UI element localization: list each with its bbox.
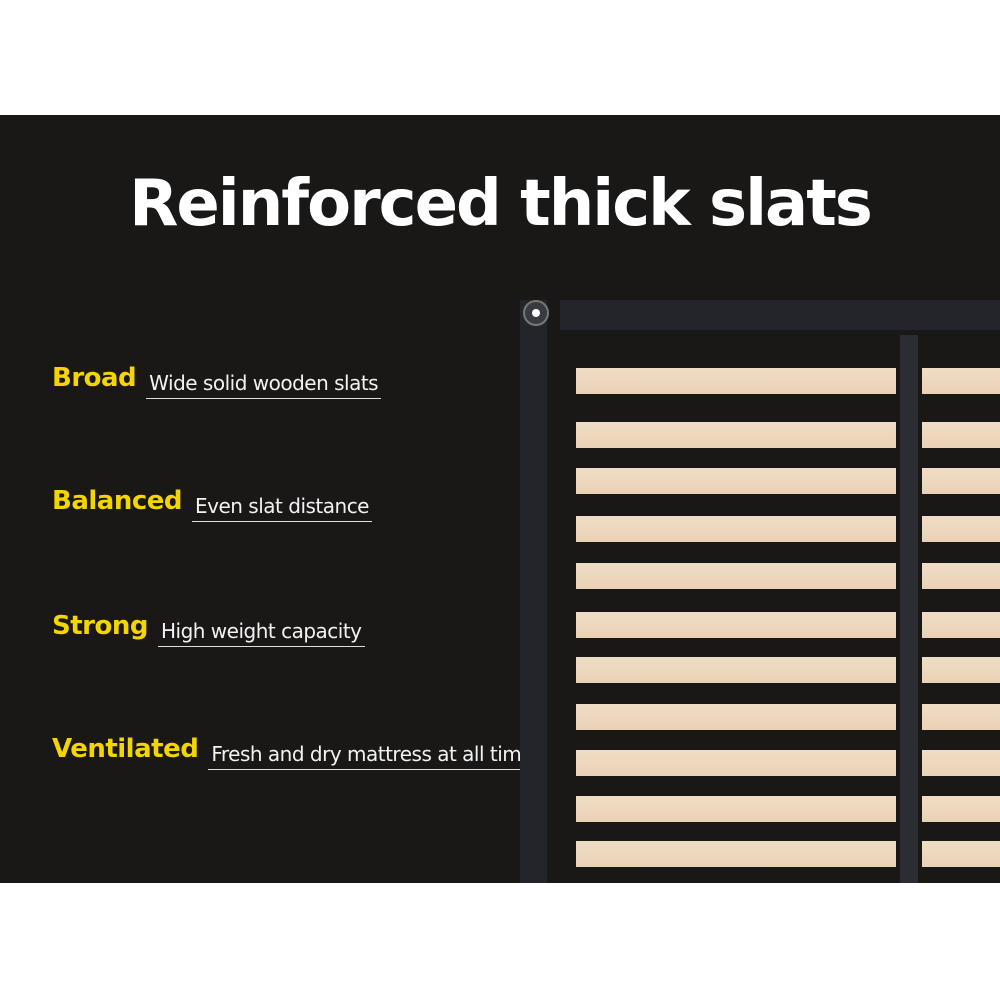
feature-value: Wide solid wooden slats <box>146 371 382 399</box>
wooden-slat <box>922 704 1000 730</box>
wooden-slat <box>922 516 1000 542</box>
wooden-slat <box>576 516 896 542</box>
feature-balanced: Balanced Even slat distance <box>52 486 372 522</box>
wooden-slat <box>922 750 1000 776</box>
wooden-slat <box>576 750 896 776</box>
feature-value: Fresh and dry mattress at all times <box>208 742 547 770</box>
frame-left-post <box>520 300 547 883</box>
wooden-slat <box>576 563 896 589</box>
wooden-slat <box>576 368 896 394</box>
wooden-slat <box>576 704 896 730</box>
headline: Reinforced thick slats <box>129 167 873 241</box>
wooden-slat <box>922 468 1000 494</box>
feature-key: Strong <box>52 611 148 641</box>
wooden-slat <box>922 563 1000 589</box>
bolt-icon <box>523 300 549 326</box>
dark-panel: Reinforced thick slats Broad Wide solid … <box>0 115 1000 883</box>
wooden-slat <box>922 422 1000 448</box>
wooden-slat <box>576 841 896 867</box>
frame-center-rail <box>900 335 918 883</box>
frame-top-rail <box>560 300 1000 330</box>
feature-ventilated: Ventilated Fresh and dry mattress at all… <box>52 734 547 770</box>
bed-frame-photo <box>515 295 1000 883</box>
wooden-slat <box>576 796 896 822</box>
feature-value: Even slat distance <box>192 494 372 522</box>
wooden-slat <box>576 468 896 494</box>
wooden-slat <box>922 796 1000 822</box>
wooden-slat <box>922 612 1000 638</box>
feature-key: Balanced <box>52 486 183 516</box>
wooden-slat <box>576 657 896 683</box>
feature-broad: Broad Wide solid wooden slats <box>52 363 382 399</box>
feature-strong: Strong High weight capacity <box>52 611 365 647</box>
feature-key: Broad <box>52 363 137 393</box>
wooden-slat <box>922 841 1000 867</box>
wooden-slat <box>576 422 896 448</box>
feature-key: Ventilated <box>52 734 199 764</box>
wooden-slat <box>922 368 1000 394</box>
wooden-slat <box>922 657 1000 683</box>
feature-value: High weight capacity <box>157 619 365 647</box>
wooden-slat <box>576 612 896 638</box>
